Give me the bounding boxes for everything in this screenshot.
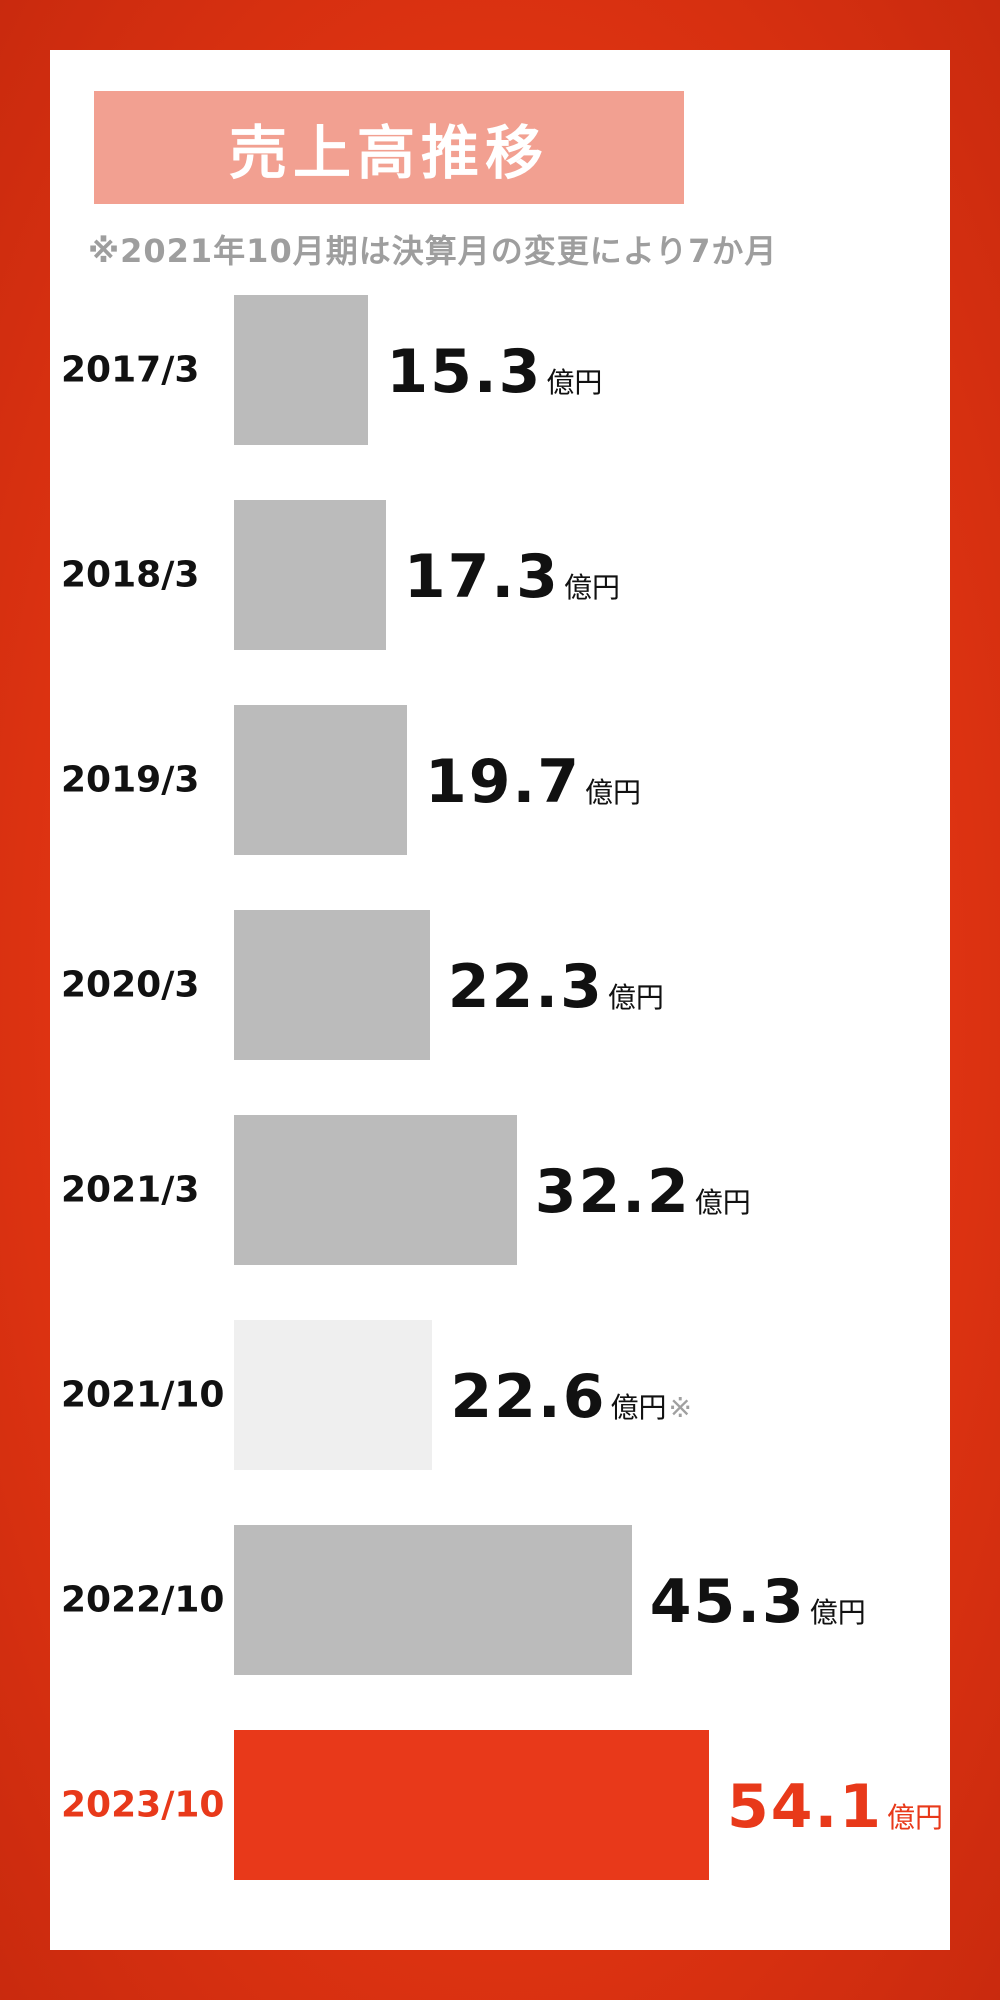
bar [234, 1730, 709, 1880]
category-label: 2020/3 [61, 964, 200, 1006]
value-label: 32.2 億円 [535, 1157, 751, 1227]
chart-card: 売上高推移 ※2021年10月期は決算月の変更により7か月 2017/3 15.3… [50, 50, 950, 1950]
category-label: 2021/10 [61, 1374, 225, 1416]
bar [234, 295, 369, 445]
value-unit: 億円 [585, 776, 642, 809]
category-label: 2021/3 [61, 1169, 200, 1211]
value-label: 45.3 億円 [650, 1567, 866, 1637]
footnote-mark: ※ [668, 1391, 692, 1424]
value-number: 19.7 [424, 747, 581, 817]
value-number: 45.3 [649, 1567, 806, 1637]
value-number: 15.3 [386, 337, 543, 407]
category-label: 2017/3 [61, 349, 200, 391]
bar [234, 705, 407, 855]
title-banner: 売上高推移 [94, 91, 684, 204]
bar [234, 1115, 517, 1265]
value-unit: 億円 [563, 571, 620, 604]
category-label: 2023/10 [61, 1784, 225, 1826]
value-unit: 億円 [607, 981, 664, 1014]
category-label: 2019/3 [61, 759, 200, 801]
value-unit: 億円 [887, 1801, 944, 1834]
bar [234, 1525, 632, 1675]
value-label: 19.7 億円 [425, 747, 641, 817]
chart-title: 売上高推移 [228, 118, 549, 187]
value-label: 17.3 億円 [404, 542, 620, 612]
value-number: 54.1 [727, 1772, 884, 1842]
value-unit: 億円 [610, 1391, 667, 1424]
value-label: 22.3 億円 [448, 952, 664, 1022]
value-number: 17.3 [403, 542, 560, 612]
category-label: 2022/10 [61, 1579, 225, 1621]
value-label: 54.1 億円 [727, 1772, 943, 1842]
value-unit: 億円 [546, 366, 603, 399]
bar-chart: 2017/3 15.3 億円 2018/3 17.3 億円 2019/3 19.7 億円 2020… [50, 50, 950, 1950]
bar [234, 500, 386, 650]
value-label: 22.6 億円※ [450, 1362, 692, 1432]
value-number: 32.2 [534, 1157, 691, 1227]
value-number: 22.6 [450, 1362, 607, 1432]
category-label: 2018/3 [61, 554, 200, 596]
bar [234, 1320, 433, 1470]
value-label: 15.3 億円 [386, 337, 602, 407]
footnote: ※2021年10月期は決算月の変更により7か月 [88, 232, 778, 270]
value-unit: 億円 [694, 1186, 751, 1219]
value-number: 22.3 [447, 952, 604, 1022]
value-unit: 億円 [809, 1596, 866, 1629]
bar [234, 910, 430, 1060]
